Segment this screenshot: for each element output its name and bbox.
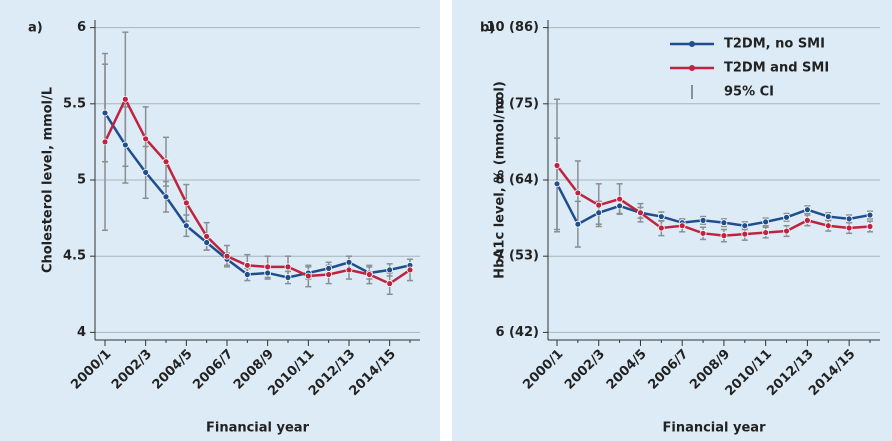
- point: [345, 258, 353, 266]
- point: [203, 239, 211, 246]
- point: [142, 168, 150, 176]
- point: [616, 202, 623, 210]
- point: [616, 195, 623, 203]
- point: [720, 219, 728, 227]
- point: [657, 213, 665, 220]
- point: [121, 141, 129, 149]
- point: [783, 213, 790, 221]
- point: [304, 272, 312, 280]
- point: [804, 216, 811, 224]
- point: [162, 158, 170, 166]
- point: [762, 218, 770, 226]
- legend-label: T2DM, no SMI: [724, 37, 825, 52]
- legend-point: [689, 65, 695, 71]
- point: [824, 222, 832, 230]
- panel-label: a): [28, 21, 43, 36]
- point: [741, 222, 749, 230]
- point: [162, 193, 170, 201]
- point: [866, 211, 874, 219]
- point: [203, 232, 211, 240]
- point: [783, 227, 790, 235]
- series-line: [103, 96, 411, 286]
- point: [243, 261, 251, 269]
- panel-label: b): [480, 21, 495, 36]
- point: [121, 95, 129, 103]
- point: [142, 135, 150, 143]
- legend-label: T2DM and SMI: [724, 61, 829, 76]
- point: [678, 222, 686, 230]
- point: [595, 209, 603, 217]
- panel-a-background: [0, 0, 440, 441]
- point: [804, 206, 811, 214]
- point: [325, 264, 333, 272]
- point: [182, 199, 190, 207]
- y-tick-label: 5: [77, 173, 86, 188]
- x-axis-label: Financial year: [662, 421, 766, 436]
- point: [637, 209, 644, 217]
- point: [284, 263, 292, 271]
- point: [741, 230, 749, 238]
- point: [264, 263, 272, 271]
- point: [365, 271, 373, 278]
- point: [845, 224, 853, 232]
- point: [243, 271, 251, 278]
- point: [553, 162, 561, 169]
- y-tick-label: 10 (86): [486, 20, 539, 35]
- point: [223, 252, 231, 260]
- point: [264, 269, 272, 277]
- point: [595, 201, 603, 209]
- y-tick-label: 7 (53): [495, 249, 539, 264]
- point: [386, 280, 394, 288]
- point: [101, 138, 109, 146]
- point: [182, 222, 190, 230]
- y-tick-label: 4: [77, 325, 86, 340]
- point: [720, 232, 728, 240]
- point: [657, 224, 665, 232]
- y-axis-label: Cholesterol level, mmol/L: [41, 87, 56, 273]
- point: [866, 223, 874, 230]
- point: [284, 274, 292, 281]
- legend-point: [689, 41, 695, 47]
- series-line: [103, 112, 411, 279]
- point: [574, 220, 582, 228]
- point: [574, 189, 582, 197]
- point: [345, 266, 353, 274]
- point: [406, 266, 414, 274]
- y-tick-label: 4.5: [63, 249, 86, 264]
- point: [845, 215, 853, 223]
- legend-label: 95% CI: [724, 85, 774, 100]
- point: [553, 180, 561, 188]
- y-tick-label: 6: [77, 20, 86, 35]
- series-line: [555, 183, 871, 227]
- y-tick-label: 6 (42): [495, 325, 539, 340]
- point: [699, 229, 707, 237]
- x-axis-label: Financial year: [206, 421, 310, 436]
- point: [101, 109, 109, 117]
- point: [762, 229, 770, 236]
- point: [386, 266, 394, 274]
- y-tick-label: 5.5: [63, 96, 86, 111]
- point: [699, 216, 707, 224]
- point: [325, 271, 333, 278]
- y-tick-label: 9 (75): [495, 96, 539, 111]
- point: [824, 213, 832, 220]
- series-line: [556, 164, 871, 237]
- y-axis-label: HbA1c level, % (mmol/mol): [493, 81, 508, 279]
- y-tick-label: 8 (64): [495, 173, 539, 188]
